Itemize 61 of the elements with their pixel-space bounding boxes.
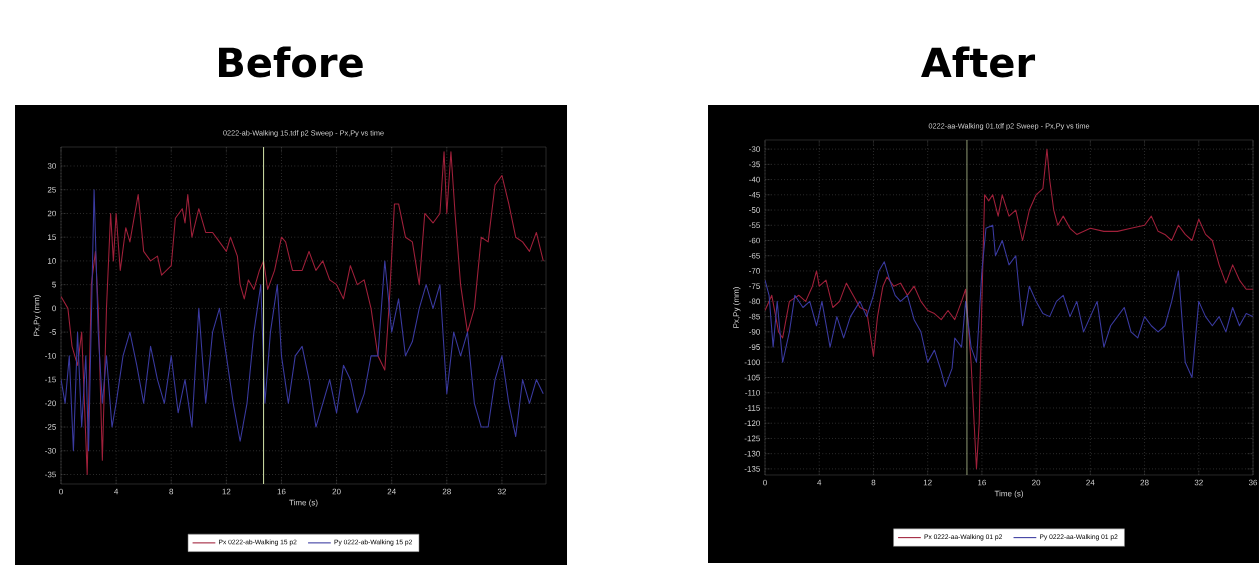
- y-tick-label: 10: [48, 258, 56, 264]
- x-tick-label: 28: [1140, 479, 1149, 486]
- x-axis-title: Time (s): [994, 490, 1024, 498]
- x-tick-label: 28: [442, 488, 451, 495]
- x-tick-label: 8: [871, 479, 876, 486]
- x-tick-label: 12: [923, 479, 932, 486]
- y-tick-label: -60: [749, 237, 760, 244]
- y-tick-label: -55: [749, 222, 760, 229]
- y-tick-label: 25: [47, 186, 56, 193]
- y-tick-label: -100: [744, 359, 760, 366]
- x-tick-label: 36: [1248, 479, 1258, 486]
- x-tick-label: 4: [817, 479, 822, 486]
- x-axis-title: Time (s): [289, 499, 318, 507]
- y-tick-label: -90: [749, 329, 760, 335]
- y-tick-label: -85: [749, 313, 760, 320]
- x-tick-label: 0: [763, 479, 767, 486]
- y-tick-label: -130: [744, 450, 760, 457]
- y-tick-label: 15: [48, 234, 56, 240]
- x-tick-label: 20: [1032, 479, 1041, 486]
- y-tick-label: -15: [45, 376, 56, 383]
- x-tick-label: 24: [387, 488, 396, 495]
- y-tick-label: -20: [45, 400, 56, 407]
- y-tick-label: -105: [744, 374, 760, 381]
- x-tick-label: 16: [978, 479, 986, 486]
- y-tick-label: -80: [749, 298, 760, 305]
- x-tick-label: 32: [497, 488, 506, 495]
- y-tick-label: -50: [749, 207, 760, 213]
- x-tick-label: 24: [1086, 479, 1095, 486]
- y-tick-label: -120: [744, 420, 760, 427]
- chart-title: Before: [219, 46, 363, 78]
- x-tick-label: 16: [277, 488, 286, 495]
- y-tick-label: -95: [749, 344, 760, 350]
- y-tick-label: -125: [744, 435, 760, 442]
- y-tick-label: -45: [749, 192, 760, 198]
- y-axis-title: Px,Py (mm): [33, 295, 41, 336]
- x-tick-label: 12: [222, 488, 231, 495]
- y-tick-label: -75: [749, 283, 760, 289]
- x-tick-label: 0: [59, 488, 63, 495]
- y-tick-label: -25: [45, 424, 56, 430]
- y-tick-label: -65: [749, 252, 760, 259]
- y-tick-label: 0: [52, 305, 56, 312]
- y-tick-label: 30: [47, 163, 56, 169]
- y-tick-label: -40: [749, 176, 760, 183]
- y-tick-label: -35: [45, 471, 56, 478]
- y-tick-label: -10: [45, 353, 56, 359]
- x-tick-label: 20: [332, 488, 341, 495]
- y-tick-label: -110: [745, 389, 760, 396]
- x-tick-label: 32: [1194, 479, 1203, 486]
- chart-title: After: [921, 46, 1036, 78]
- y-tick-label: -5: [49, 329, 56, 335]
- y-tick-label: -35: [749, 161, 760, 168]
- y-tick-label: -115: [745, 405, 760, 411]
- y-axis-title: Px,Py (mm): [732, 287, 741, 328]
- y-tick-label: 20: [47, 210, 56, 217]
- y-tick-label: 5: [52, 281, 56, 288]
- y-tick-label: -70: [749, 268, 760, 274]
- x-tick-label: 8: [169, 488, 174, 495]
- y-tick-label: -135: [744, 466, 760, 472]
- y-tick-label: -30: [749, 146, 760, 152]
- x-tick-label: 4: [114, 488, 119, 495]
- y-tick-label: -30: [45, 447, 56, 454]
